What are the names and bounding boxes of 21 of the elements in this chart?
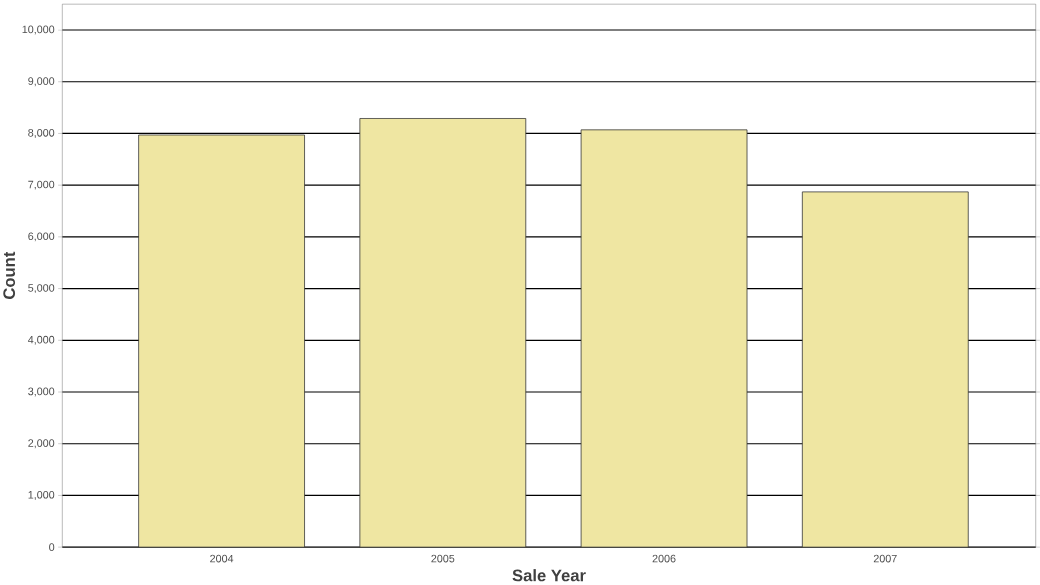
- y-tick-label: 5,000: [28, 284, 55, 294]
- y-tick-label: 0: [49, 543, 55, 552]
- x-tick-label: 2004: [210, 554, 234, 563]
- x-tick-label: 2005: [431, 554, 455, 563]
- y-tick-label: 2,000: [28, 439, 55, 449]
- bar: [801, 191, 969, 548]
- bar: [580, 129, 748, 548]
- x-axis-title: Sale Year: [512, 569, 586, 582]
- y-tick-label: 6,000: [28, 232, 55, 242]
- bar: [359, 118, 527, 548]
- x-tick-label: 2006: [652, 554, 676, 563]
- y-tick-label: 10,000: [22, 25, 55, 35]
- y-tick-label: 8,000: [28, 129, 55, 139]
- y-tick-label: 4,000: [27, 336, 55, 345]
- y-tick-label: 9,000: [28, 77, 55, 87]
- y-tick-label: 7,000: [28, 180, 55, 190]
- y-tick-label: 1,000: [28, 491, 55, 501]
- y-tick-label: 3,000: [28, 387, 55, 397]
- bar: [138, 135, 305, 548]
- x-tick-label: 2007: [873, 554, 897, 563]
- y-axis-title: Count: [3, 252, 16, 300]
